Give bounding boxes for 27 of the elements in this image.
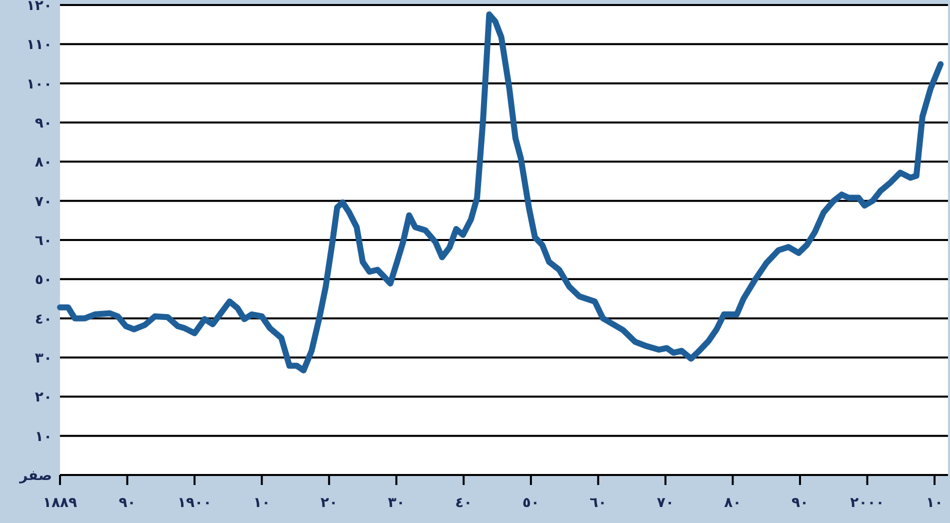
y-tick-label: ١١٠ bbox=[26, 37, 52, 54]
y-tick-label: ٦٠ bbox=[34, 233, 52, 249]
x-tick-label: ٦٠ bbox=[590, 495, 607, 511]
x-tick-label: ٩٠ bbox=[791, 495, 809, 511]
x-tick-label: ٨٠ bbox=[724, 495, 742, 511]
x-tick-label: ٥٠ bbox=[522, 495, 540, 511]
x-tick-label: ٤٠ bbox=[455, 495, 472, 511]
y-tick-label: ٢٠ bbox=[34, 390, 52, 406]
y-tick-label: ٤٠ bbox=[34, 311, 52, 328]
y-tick-label: ٥٠ bbox=[34, 272, 52, 288]
y-tick-label: ١٠ bbox=[34, 428, 52, 445]
x-tick-label: ٧٠ bbox=[656, 495, 674, 511]
y-tick-label: ١٠٠ bbox=[26, 76, 52, 92]
y-tick-label: ٣٠ bbox=[34, 350, 52, 366]
x-tick-label: ٩٠ bbox=[118, 495, 136, 511]
y-tick-label: ١٢٠ bbox=[26, 0, 52, 14]
y-tick-label: صفر bbox=[18, 468, 52, 484]
x-tick-label: ٢٠٠٠ bbox=[850, 495, 884, 511]
x-tick-label: ١٩٠٠ bbox=[177, 495, 212, 511]
x-axis-title: ١٨٨٩ bbox=[42, 495, 78, 511]
x-tick-label: ١٠ bbox=[926, 495, 944, 511]
x-tick-label: ٣٠ bbox=[388, 495, 405, 511]
x-tick-label: ١٠ bbox=[253, 495, 270, 511]
x-tick-label: ٢٠ bbox=[320, 495, 338, 511]
y-tick-label: ٨٠ bbox=[34, 154, 52, 171]
y-tick-label: ٧٠ bbox=[34, 194, 52, 210]
y-tick-label: ٩٠ bbox=[34, 116, 52, 132]
